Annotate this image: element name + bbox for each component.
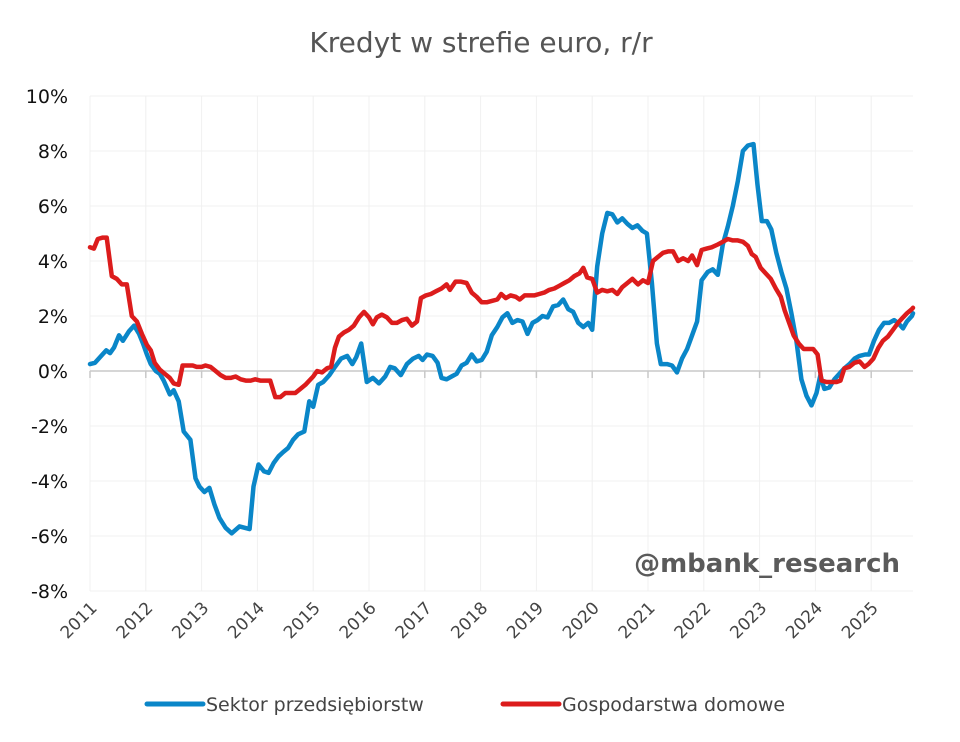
x-tick-label: 2011 — [57, 598, 102, 643]
chart-title: Kredyt w strefie euro, r/r — [309, 26, 653, 59]
legend-label-gospodarstwa: Gospodarstwa domowe — [562, 694, 785, 716]
watermark: @mbank_research — [634, 549, 900, 579]
legend: Sektor przedsiębiorstw Gospodarstwa domo… — [144, 694, 785, 716]
series-lines — [87, 141, 916, 536]
x-tick-label: 2018 — [447, 598, 492, 643]
y-tick-label: -6% — [31, 526, 68, 548]
x-tick-label: 2014 — [224, 598, 269, 643]
x-tick-label: 2024 — [782, 598, 827, 643]
y-tick-label: -4% — [31, 471, 68, 493]
y-tick-label: 2% — [38, 306, 68, 328]
x-tick-label: 2013 — [168, 598, 213, 643]
x-tick-label: 2025 — [838, 598, 883, 643]
y-tick-label: 6% — [38, 196, 68, 218]
x-tick-label: 2017 — [392, 598, 437, 643]
y-tick-label: 4% — [38, 251, 68, 273]
y-tick-label: -8% — [31, 581, 68, 603]
y-tick-label: 10% — [26, 86, 68, 108]
series-line-gospodarstwa — [87, 235, 916, 400]
x-tick-label: 2022 — [671, 598, 716, 643]
x-tick-label: 2019 — [503, 598, 548, 643]
x-tick-label: 2015 — [280, 598, 325, 643]
grid — [89, 95, 913, 592]
y-tick-label: -2% — [31, 416, 68, 438]
y-tick-label: 0% — [38, 361, 68, 383]
legend-label-sektor: Sektor przedsiębiorstw — [206, 694, 424, 716]
y-axis: 10% 8% 6% 4% 2% 0% -2% -4% -6% -8% — [26, 86, 68, 603]
x-tick-label: 2012 — [113, 598, 158, 643]
x-tick-label: 2016 — [336, 598, 381, 643]
x-tick-label: 2020 — [559, 598, 604, 643]
x-tick-label: 2021 — [615, 598, 660, 643]
x-tick-label: 2023 — [726, 598, 771, 643]
series-line-sektor — [87, 141, 916, 536]
y-tick-label: 8% — [38, 141, 68, 163]
